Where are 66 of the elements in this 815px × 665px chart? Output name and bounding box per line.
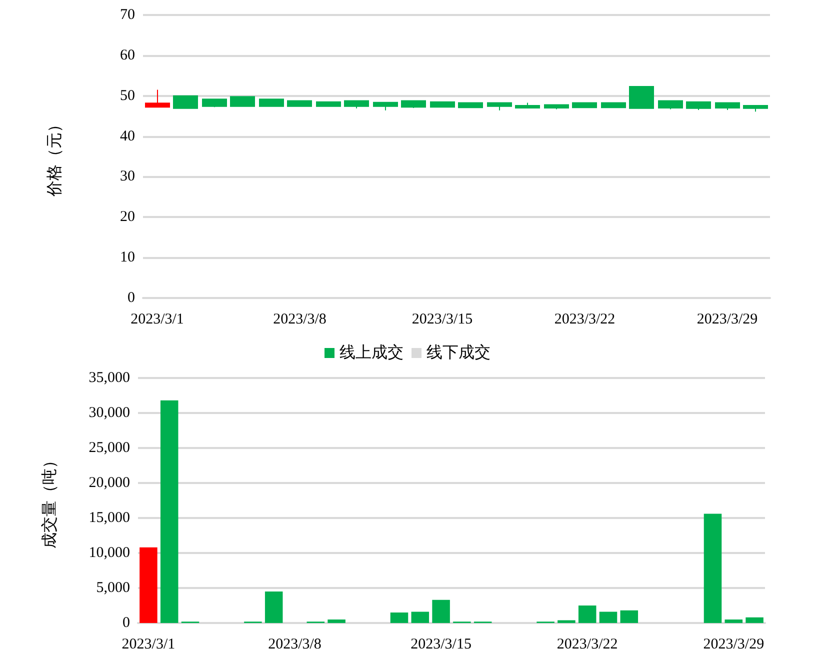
y-axis-title: 成交量（吨） bbox=[40, 452, 58, 548]
candlestick bbox=[686, 101, 711, 111]
candlestick bbox=[316, 101, 341, 107]
x-tick-label: 2023/3/22 bbox=[554, 312, 616, 328]
y-tick-label: 60 bbox=[120, 47, 135, 64]
y-tick-label: 0 bbox=[122, 615, 130, 631]
bar bbox=[578, 606, 596, 623]
bar bbox=[264, 592, 283, 623]
candlestick bbox=[487, 102, 512, 111]
candlestick bbox=[601, 102, 626, 108]
y-tick-label: 50 bbox=[120, 88, 135, 104]
bar bbox=[704, 514, 722, 623]
y-tick-label: 20 bbox=[120, 209, 135, 226]
legend-label: 线下成交 bbox=[426, 344, 490, 362]
y-tick-label: 10 bbox=[120, 250, 135, 266]
candlestick bbox=[202, 98, 227, 108]
x-tick-label: 2023/3/15 bbox=[410, 636, 472, 652]
candlestick bbox=[287, 100, 312, 107]
candlestick bbox=[515, 102, 540, 108]
bar bbox=[724, 620, 743, 623]
candlestick bbox=[743, 105, 768, 112]
bar bbox=[620, 610, 638, 623]
bar bbox=[599, 612, 618, 623]
candlestick bbox=[145, 89, 170, 108]
x-tick-label: 2023/3/8 bbox=[273, 312, 326, 328]
candlestick bbox=[715, 102, 740, 111]
x-tick-label: 2023/3/1 bbox=[130, 312, 184, 328]
bar bbox=[160, 400, 178, 623]
x-tick-label: 2023/3/1 bbox=[122, 636, 176, 652]
candlestick bbox=[230, 96, 255, 107]
bar bbox=[390, 612, 408, 623]
y-tick-label: 35,000 bbox=[88, 370, 130, 386]
bar bbox=[558, 620, 576, 623]
y-tick-label: 5,000 bbox=[96, 580, 130, 596]
x-tick-label: 2023/3/8 bbox=[268, 636, 322, 652]
y-tick-label: 20,000 bbox=[88, 475, 130, 491]
legend-label: 线上成交 bbox=[340, 344, 404, 362]
candlestick bbox=[344, 100, 369, 109]
x-tick-label: 2023/3/22 bbox=[556, 636, 618, 652]
candlestick bbox=[572, 102, 597, 108]
candlestick bbox=[658, 100, 683, 110]
y-tick-label: 25,000 bbox=[88, 440, 130, 456]
candlestick bbox=[173, 95, 198, 109]
candlestick bbox=[544, 104, 569, 110]
candlestick bbox=[458, 102, 483, 108]
x-tick-label: 2023/3/29 bbox=[696, 312, 758, 328]
y-tick-label: 70 bbox=[120, 7, 135, 23]
y-tick-label: 10,000 bbox=[88, 545, 130, 561]
candlestick bbox=[629, 86, 654, 109]
bar bbox=[746, 617, 764, 623]
y-tick-label: 30 bbox=[120, 168, 135, 185]
candlestick bbox=[430, 101, 455, 108]
y-tick-label: 40 bbox=[120, 128, 135, 144]
candlestick bbox=[401, 100, 426, 108]
bar bbox=[411, 612, 430, 623]
y-tick-label: 30,000 bbox=[88, 405, 130, 421]
y-axis-title: 价格（元） bbox=[46, 116, 64, 198]
bar bbox=[432, 600, 450, 623]
bar bbox=[140, 547, 158, 623]
y-tick-label: 15,000 bbox=[88, 510, 130, 526]
x-tick-label: 2023/3/15 bbox=[412, 312, 473, 328]
x-tick-label: 2023/3/29 bbox=[703, 636, 764, 652]
candlestick bbox=[259, 98, 284, 107]
bar bbox=[328, 620, 346, 623]
y-tick-label: 0 bbox=[128, 290, 135, 306]
candlestick bbox=[373, 102, 398, 111]
